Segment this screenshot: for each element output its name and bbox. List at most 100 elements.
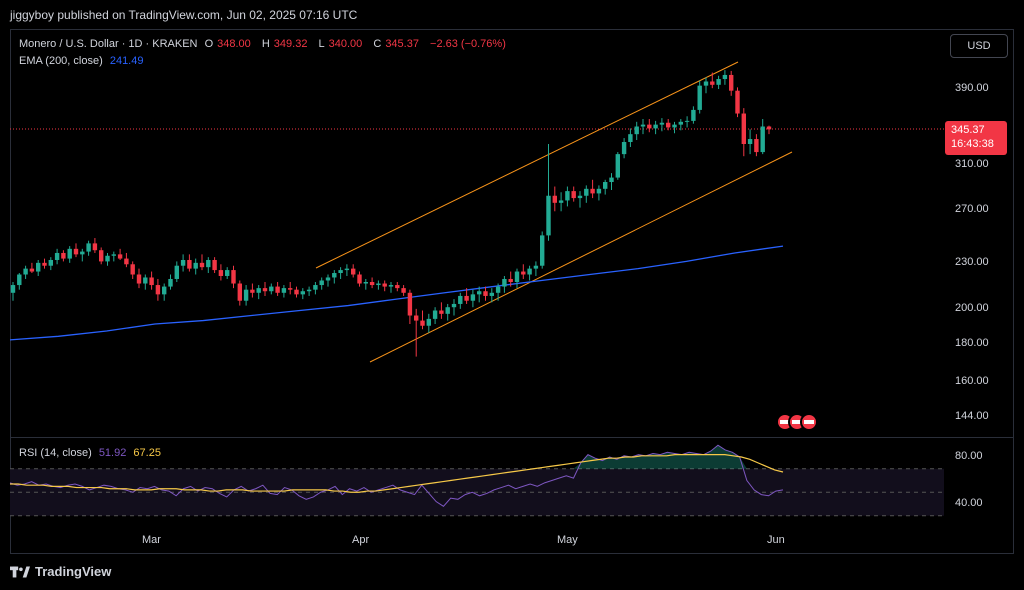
candle-body xyxy=(130,264,135,275)
rsi-legend: RSI (14, close) 51.92 67.25 xyxy=(19,447,165,459)
candle-body xyxy=(634,126,639,135)
candle-body xyxy=(306,289,312,292)
candle-body xyxy=(414,315,419,321)
candle-body xyxy=(464,295,469,301)
candle-body xyxy=(256,288,261,293)
candle-body xyxy=(584,188,589,196)
candle-body xyxy=(458,295,463,304)
candle-body xyxy=(124,258,129,265)
chart-frame xyxy=(10,29,1014,554)
low-label: L xyxy=(318,38,325,50)
candle-body xyxy=(754,139,759,153)
candle-body xyxy=(357,274,362,284)
candle-body xyxy=(332,273,337,278)
footer-brand[interactable]: TradingView xyxy=(10,564,111,579)
candle-body xyxy=(722,74,728,80)
time-tick-label: Jun xyxy=(767,534,785,546)
rsi-ma-line xyxy=(10,454,784,493)
time-tick-label: Mar xyxy=(142,534,161,546)
candle-body xyxy=(29,268,35,272)
candle-body xyxy=(294,289,299,295)
candle-body xyxy=(168,278,173,287)
candle-body xyxy=(514,271,520,282)
candle-body xyxy=(653,124,658,129)
candle-body xyxy=(483,291,488,296)
candle-body xyxy=(426,318,431,326)
publisher-header: jiggyboy published on TradingView.com, J… xyxy=(10,8,358,22)
candle-body xyxy=(697,85,702,110)
candle-body xyxy=(603,182,608,189)
candle-body xyxy=(710,81,715,85)
candle-body xyxy=(451,303,457,308)
candle-body xyxy=(149,277,154,286)
last-price: 345.37 xyxy=(951,124,985,136)
candle-body xyxy=(521,271,526,275)
candle-body xyxy=(470,294,476,301)
candle-body xyxy=(187,259,192,269)
candle-body xyxy=(117,254,123,259)
candle-body xyxy=(729,74,734,91)
candle-body xyxy=(180,259,186,266)
candle-body xyxy=(231,270,236,284)
rsi-value: 51.92 xyxy=(98,447,127,459)
candle-body xyxy=(281,288,287,293)
last-price-tag: 345.37 16:43:38 xyxy=(945,121,1007,155)
us-flag-icon[interactable] xyxy=(800,413,818,431)
candle-body xyxy=(206,259,211,268)
candle-body xyxy=(111,254,116,256)
candle-body xyxy=(199,262,205,268)
candle-body xyxy=(269,286,274,292)
candle-body xyxy=(747,139,753,144)
economic-events[interactable] xyxy=(776,413,818,431)
candle-body xyxy=(174,265,179,279)
candle-body xyxy=(36,262,41,272)
candle-body xyxy=(136,274,142,284)
candle-body xyxy=(237,283,242,301)
open-label: O xyxy=(204,38,214,50)
candle-body xyxy=(552,195,557,203)
candle-body xyxy=(502,278,507,287)
candle-body xyxy=(420,320,425,326)
low-value: 340.00 xyxy=(328,38,363,50)
candle-body xyxy=(225,270,230,276)
candle-body xyxy=(546,195,551,236)
candle-body xyxy=(325,277,331,281)
candle-body xyxy=(73,248,79,255)
candle-body xyxy=(640,124,646,127)
candle-body xyxy=(540,235,545,266)
candle-body xyxy=(489,292,494,296)
candle-body xyxy=(351,268,356,275)
candle-body xyxy=(23,268,28,275)
rsi-label[interactable]: RSI (14, close) xyxy=(19,447,92,459)
candle-body xyxy=(590,188,595,194)
candle-body xyxy=(678,121,683,125)
channel-lower-line xyxy=(369,151,793,363)
currency-button[interactable]: USD xyxy=(950,34,1008,58)
ema-line xyxy=(9,245,784,341)
high-value: 349.32 xyxy=(273,38,308,50)
price-tick-label: 160.00 xyxy=(955,375,989,388)
candle-body xyxy=(735,90,740,114)
candle-body xyxy=(48,259,53,266)
candle-body xyxy=(313,285,318,290)
candle-body xyxy=(388,285,394,287)
candle-body xyxy=(558,200,564,203)
bar-countdown: 16:43:38 xyxy=(951,138,994,150)
ema-label[interactable]: EMA (200, close) xyxy=(19,55,103,67)
rsi-overbought-fill xyxy=(10,445,783,469)
price-legend: Monero / U.S. Dollar · 1D · KRAKEN O 348.… xyxy=(19,38,510,50)
candle-body xyxy=(395,285,400,289)
time-tick-label: May xyxy=(557,534,578,546)
candle-body xyxy=(143,277,148,284)
candle-body xyxy=(647,124,652,129)
pane-divider[interactable] xyxy=(10,437,1014,438)
candle-body xyxy=(105,255,110,262)
price-tick-label: 270.00 xyxy=(955,203,989,216)
candle-body xyxy=(99,250,104,262)
candle-body xyxy=(401,288,406,293)
candle-body xyxy=(17,274,22,286)
ema-legend: EMA (200, close) 241.49 xyxy=(19,55,147,67)
candle-body xyxy=(533,265,539,269)
symbol-label[interactable]: Monero / U.S. Dollar · 1D · KRAKEN xyxy=(19,38,198,50)
